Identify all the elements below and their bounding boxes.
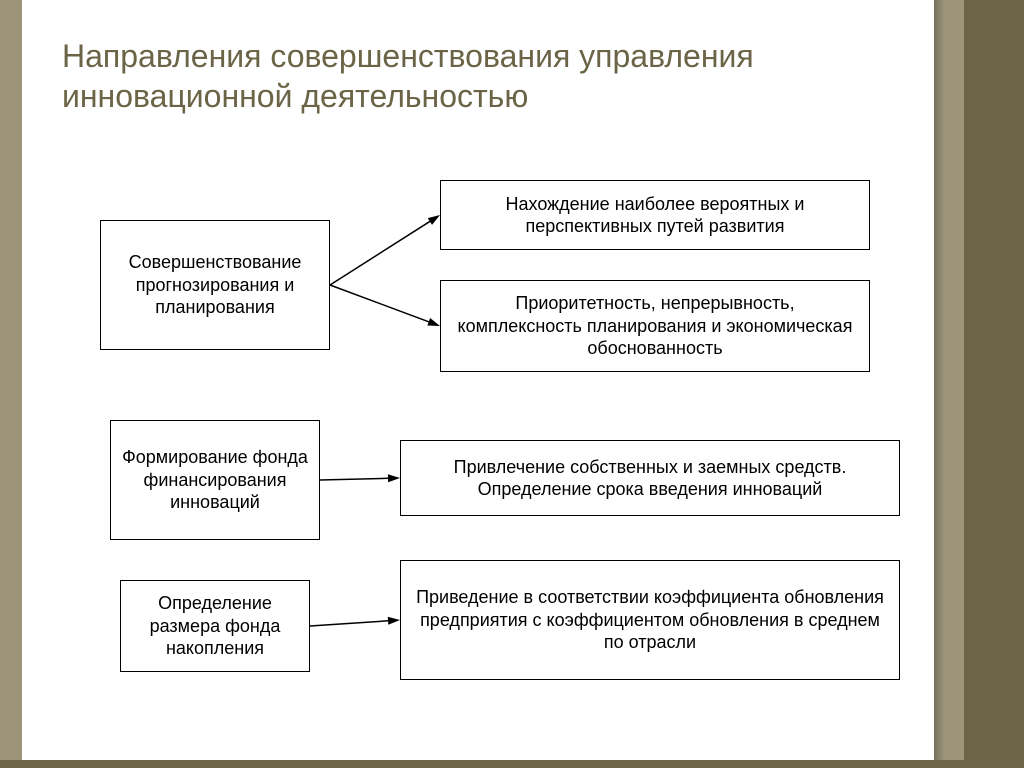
box-left-3: Определение размера фонда накопления (120, 580, 310, 672)
box-left-1-label: Совершенствование прогнозирования и план… (111, 251, 319, 319)
frame-bottom-bar (0, 760, 1024, 768)
box-right-1a-label: Нахождение наиболее вероятных и перспект… (451, 193, 859, 238)
box-right-1b-label: Приоритетность, непрерывность, комплексн… (451, 292, 859, 360)
box-right-1b: Приоритетность, непрерывность, комплексн… (440, 280, 870, 372)
box-right-2-label: Привлечение собственных и заемных средст… (411, 456, 889, 501)
box-right-2: Привлечение собственных и заемных средст… (400, 440, 900, 516)
box-right-1a: Нахождение наиболее вероятных и перспект… (440, 180, 870, 250)
box-left-3-label: Определение размера фонда накопления (131, 592, 299, 660)
box-right-3: Приведение в соответствии коэффициента о… (400, 560, 900, 680)
box-left-2-label: Формирование фонда финансирования иннова… (121, 446, 309, 514)
box-left-1: Совершенствование прогнозирования и план… (100, 220, 330, 350)
slide-title: Направления совершенствования управления… (62, 36, 902, 116)
frame-right-bar (964, 0, 1024, 768)
frame-left-bar (0, 0, 22, 768)
box-left-2: Формирование фонда финансирования иннова… (110, 420, 320, 540)
frame-right-shadow (934, 0, 944, 768)
box-right-3-label: Приведение в соответствии коэффициента о… (411, 586, 889, 654)
